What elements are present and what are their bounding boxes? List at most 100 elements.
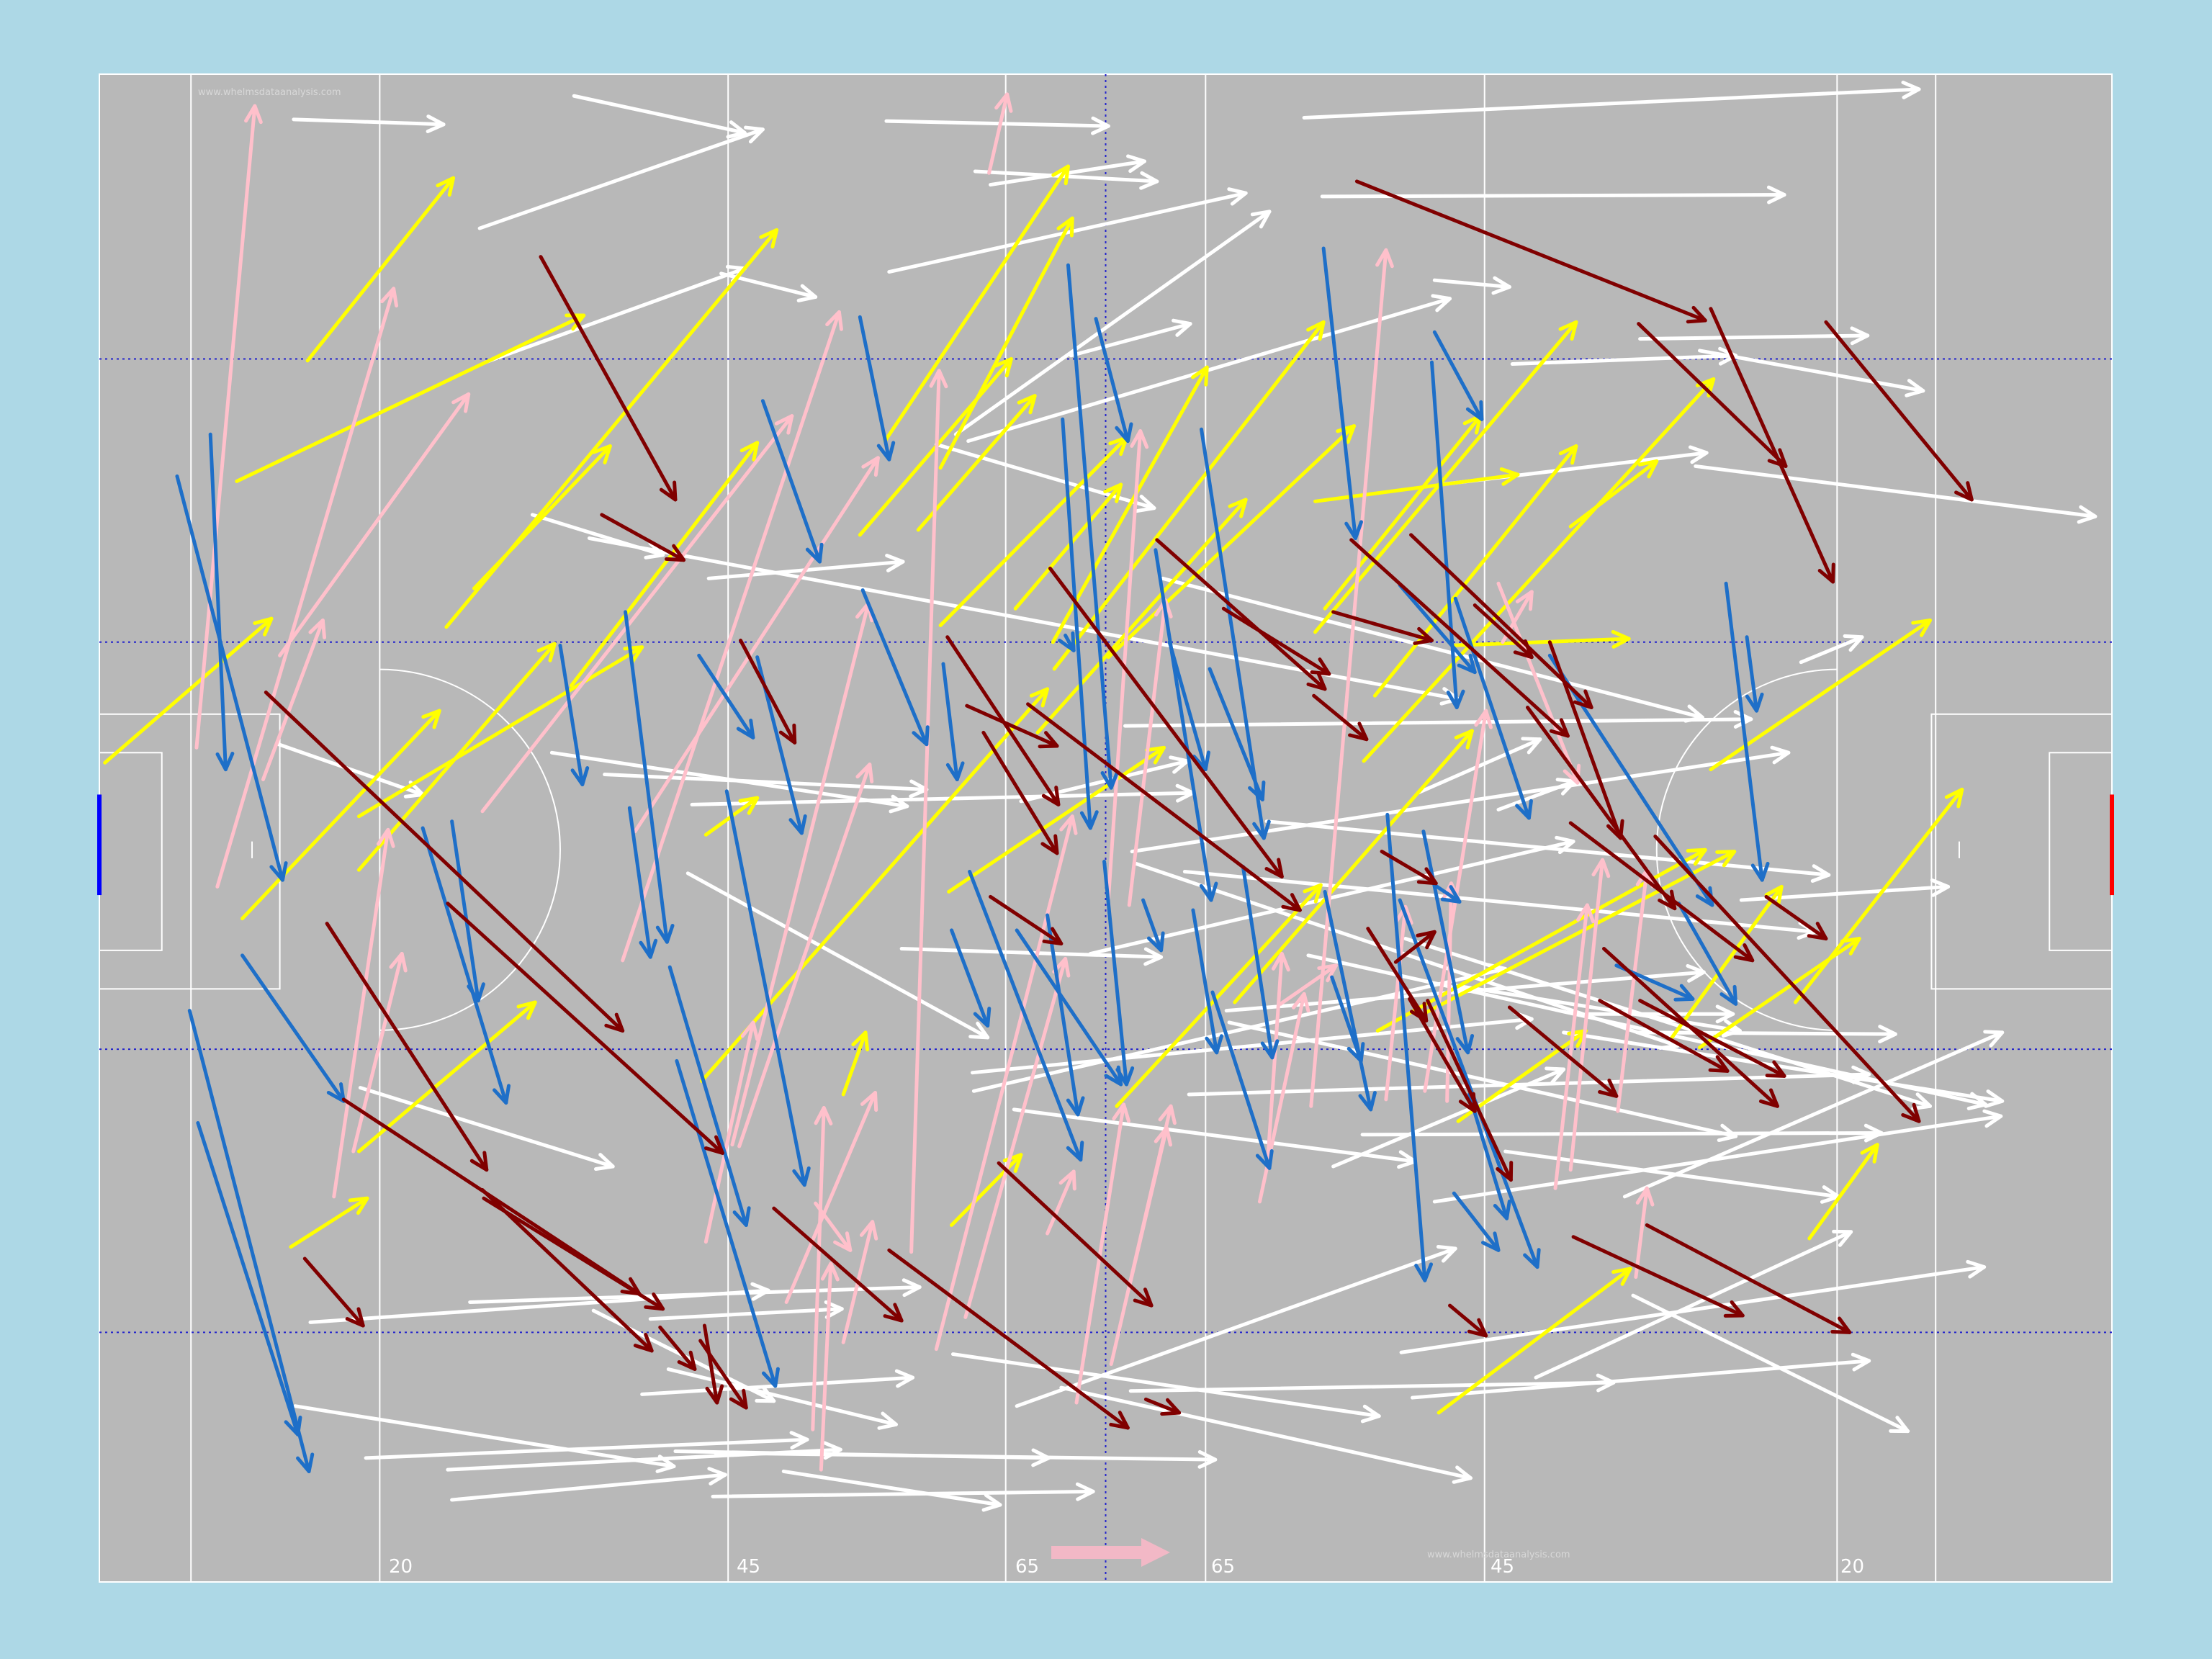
arrow-head: [1549, 718, 1570, 738]
arrow-head: [1515, 590, 1534, 611]
pass-arrow-blue-199: [1432, 330, 1484, 421]
arrow-shaft: [289, 1196, 369, 1249]
pass-arrow-blue-217: [724, 789, 811, 1187]
arrow-head: [1983, 1030, 2005, 1048]
arrow-shaft: [1094, 317, 1130, 444]
pass-arrow-white-69: [308, 1282, 770, 1324]
watermark-bottom: www.whelmsdataanalysis.com: [1427, 1550, 1570, 1560]
pass-arrow-blue-191: [1167, 640, 1210, 772]
pass-arrow-blue-194: [1191, 908, 1223, 1055]
pass-arrow-yellow-107: [1233, 729, 1474, 1004]
pass-arrow-white-33: [1416, 737, 1542, 795]
pass-arrow-pink-145: [1046, 1169, 1076, 1236]
arrow-head: [1017, 394, 1037, 415]
arrow-shaft: [1635, 1030, 1897, 1036]
arrow-head: [677, 1350, 697, 1372]
pass-arrow-white-68: [1410, 1352, 1871, 1400]
arrow-shaft: [941, 662, 959, 782]
arrow-head: [389, 952, 408, 973]
arrow-head: [1611, 629, 1631, 649]
arrow-head: [805, 542, 824, 564]
arrow-shaft: [1432, 278, 1511, 289]
arrow-shaft: [1191, 908, 1219, 1055]
arrow-head: [1252, 819, 1271, 840]
pass-arrow-white-80: [781, 1469, 1002, 1512]
arrow-head: [1446, 689, 1465, 709]
arrow-shaft: [1048, 566, 1284, 878]
arrow-head: [1029, 687, 1050, 708]
arrow-head: [981, 1493, 1002, 1512]
arrow-shaft: [1127, 1125, 1169, 1290]
arrow-shaft: [700, 687, 1050, 1083]
arrow-head: [244, 104, 263, 125]
pass-arrow-maroon-224: [325, 922, 489, 1172]
pass-arrow-white-1: [572, 94, 747, 139]
arrow-shaft: [858, 315, 891, 462]
arrow-shaft: [1677, 902, 1738, 1006]
arrow-shaft: [446, 902, 724, 1155]
pass-arrow-white-22: [1302, 81, 1921, 120]
arrow-shaft: [477, 127, 765, 230]
arrow-shaft: [1302, 87, 1921, 120]
arrow-head: [1673, 984, 1695, 1002]
pass-arrow-white-0: [292, 114, 446, 134]
arrow-head: [1160, 1398, 1182, 1416]
pass-arrow-yellow-98: [1052, 320, 1326, 671]
pass-arrow-white-78: [450, 1467, 727, 1502]
pass-arrow-white-66: [1015, 1244, 1457, 1408]
arrow-head: [1058, 631, 1076, 652]
arrow-shaft: [1128, 1380, 1616, 1393]
arrow-shaft: [1320, 193, 1786, 199]
arrow-head: [833, 1231, 853, 1252]
arrow-head: [308, 618, 327, 639]
arrow-head: [736, 719, 755, 739]
pass-arrow-maroon-265: [1571, 1235, 1745, 1318]
arrow-head: [1474, 709, 1493, 729]
pass-arrow-yellow-113: [1450, 629, 1631, 649]
pass-arrow-maroon-242: [1312, 693, 1369, 742]
pass-arrow-blue-206: [1467, 1092, 1511, 1220]
pass-arrow-maroon-259: [1824, 320, 1974, 502]
arrow-head: [1454, 729, 1474, 750]
arrow-shaft: [1507, 1005, 1619, 1098]
pass-arrow-maroon-262: [1709, 307, 1835, 584]
arrow-head: [1139, 171, 1159, 190]
arrow-head: [1306, 671, 1327, 691]
arrow-shaft: [1631, 1293, 1910, 1434]
pass-arrow-white-70: [1059, 1385, 1473, 1484]
pass-arrow-white-40: [685, 871, 990, 1040]
arrow-shaft: [1143, 1397, 1182, 1415]
arrow-shaft: [1323, 889, 1373, 1112]
arrow-head: [739, 441, 760, 462]
yard-label-45-left: 45: [737, 1556, 760, 1578]
left-arc: [379, 668, 561, 1031]
arrow-head: [1591, 858, 1611, 878]
arrow-head: [750, 1282, 770, 1301]
arrow-head: [1414, 1262, 1434, 1282]
arrow-head: [1719, 984, 1738, 1006]
arrow-head: [380, 287, 399, 307]
arrow-head: [1745, 692, 1764, 713]
pass-arrow-blue-166: [208, 432, 235, 772]
pass-arrow-white-74: [364, 1431, 809, 1460]
pass-arrow-blue-193: [1210, 990, 1274, 1170]
pass-arrow-pink-163: [1568, 858, 1611, 1172]
arrow-shaft: [1616, 868, 1649, 1113]
pass-arrow-yellow-87: [569, 441, 760, 688]
pass-arrow-yellow-108: [1313, 467, 1520, 503]
arrow-head: [1715, 850, 1737, 868]
pass-arrow-yellow-94: [938, 216, 1074, 470]
arrow-shaft: [1066, 263, 1113, 790]
arrow-shaft: [480, 1188, 654, 1353]
pass-arrow-white-18: [1694, 464, 2098, 524]
arrow-shaft: [1052, 320, 1326, 671]
arrow-shaft: [968, 869, 1083, 1162]
arrow-head: [426, 114, 446, 134]
arrow-head: [1810, 864, 1831, 883]
arrow-head: [665, 544, 686, 562]
arrow-head: [570, 766, 590, 787]
arrow-shaft: [1424, 850, 1737, 1015]
pass-arrow-white-13: [1698, 349, 1925, 397]
arrow-head: [814, 1106, 833, 1126]
arrow-head: [644, 541, 665, 559]
